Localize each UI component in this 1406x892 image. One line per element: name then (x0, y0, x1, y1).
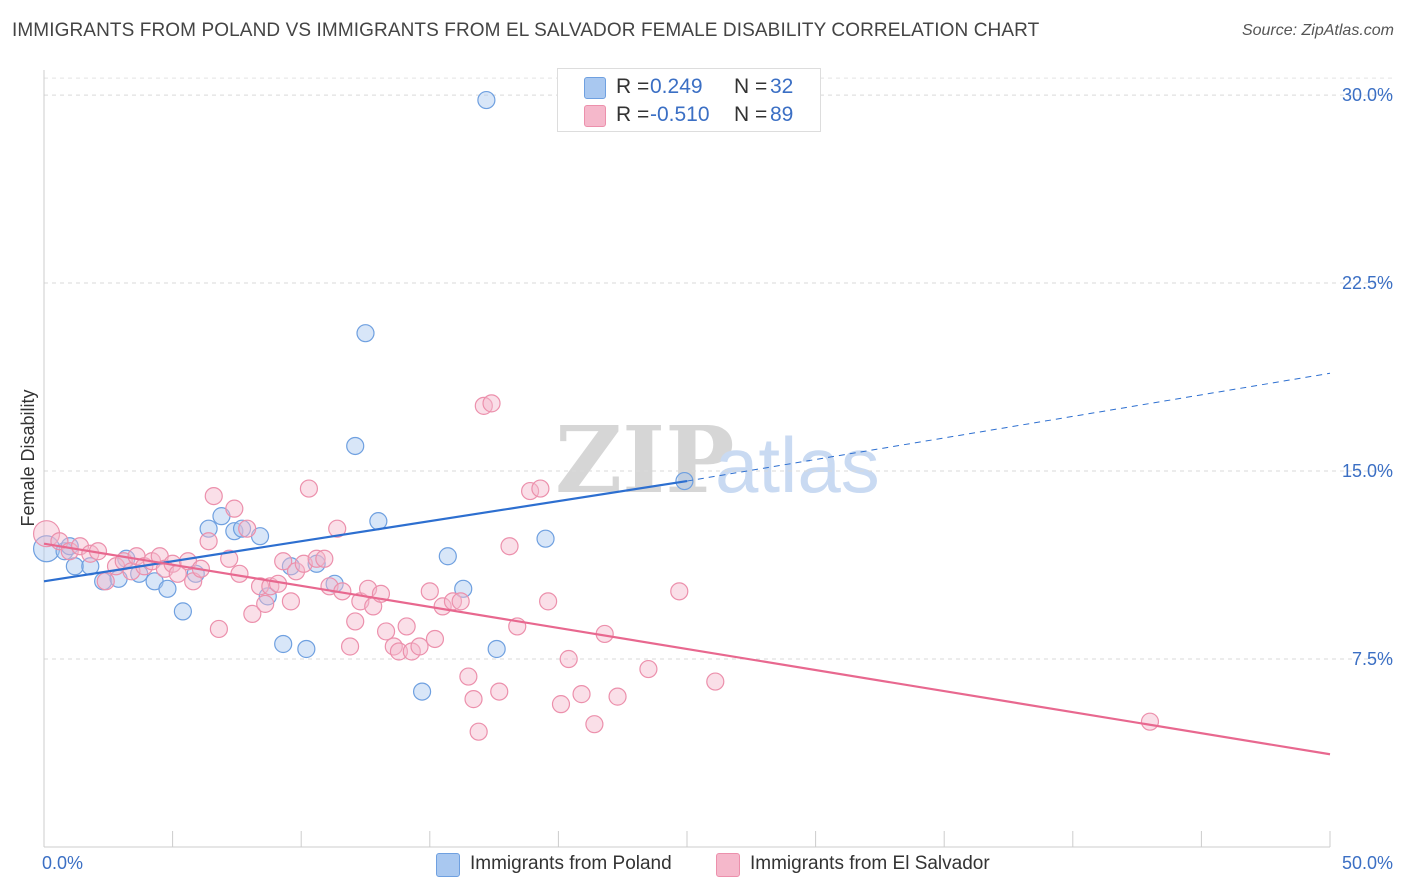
point-el-salvador (307, 549, 326, 568)
y-axis-label: Female Disability (18, 389, 38, 526)
y-tick-label: 15.0% (1342, 461, 1393, 481)
point-el-salvador (420, 582, 439, 601)
point-poland (477, 90, 496, 110)
point-el-salvador (281, 592, 301, 611)
legend-n-label: N = (734, 75, 768, 98)
legend-row-el-salvador: R = -0.510 N = 89 (558, 101, 820, 129)
point-el-salvador (531, 479, 550, 498)
point-el-salvador (1140, 712, 1160, 731)
point-el-salvador (328, 519, 347, 538)
point-poland (438, 547, 457, 566)
point-el-salvador (286, 562, 306, 581)
correlation-legend: R = 0.249 N = 32 R = -0.510 N = 89 (557, 68, 821, 132)
point-el-salvador (340, 637, 360, 656)
point-el-salvador (199, 532, 218, 551)
watermark-atlas: atlas (715, 421, 880, 509)
legend-swatch-el-salvador (584, 105, 606, 127)
legend-r-value: 0.249 (650, 75, 703, 98)
point-el-salvador (559, 649, 578, 669)
point-poland (199, 519, 218, 538)
trend-line-extension-poland (686, 372, 1331, 482)
point-el-salvador (706, 672, 725, 691)
y-tick-label: 7.5% (1352, 649, 1393, 669)
legend-n-value: 89 (770, 103, 794, 126)
point-el-salvador (425, 629, 445, 649)
series-legend-label: Immigrants from El Salvador (750, 853, 990, 874)
legend-swatch-poland (584, 77, 606, 99)
point-el-salvador (315, 549, 334, 568)
point-el-salvador (274, 552, 293, 571)
point-el-salvador (410, 637, 429, 656)
point-poland (346, 436, 365, 456)
point-el-salvador (250, 577, 270, 596)
point-el-salvador (389, 642, 409, 661)
point-el-salvador (204, 486, 223, 506)
chart-title: IMMIGRANTS FROM POLAND VS IMMIGRANTS FRO… (12, 20, 1040, 41)
x-tick-label: 50.0% (1342, 853, 1393, 873)
point-poland (173, 602, 192, 621)
point-poland (65, 557, 84, 576)
point-poland (536, 529, 555, 548)
point-poland (232, 519, 252, 538)
point-poland (412, 682, 432, 701)
point-el-salvador (459, 667, 478, 686)
point-el-salvador (299, 479, 319, 498)
legend-n-value: 32 (770, 75, 794, 98)
x-tick-label: 0.0% (42, 853, 83, 873)
point-el-salvador (96, 572, 115, 591)
point-poland (369, 512, 388, 531)
point-el-salvador (32, 520, 61, 548)
source-label: Source: ZipAtlas.com (1241, 22, 1394, 39)
legend-row-poland: R = 0.249 N = 32 (558, 73, 820, 101)
point-el-salvador (551, 695, 571, 714)
point-el-salvador (585, 715, 604, 734)
point-el-salvador (346, 612, 365, 631)
point-el-salvador (238, 519, 257, 538)
point-poland (32, 535, 61, 563)
series-legend: Immigrants from Poland Immigrants from E… (0, 852, 1406, 878)
point-el-salvador (256, 594, 275, 613)
series-swatch-poland (436, 853, 460, 877)
y-tick-label: 30.0% (1342, 85, 1393, 105)
series-swatch-el-salvador (716, 853, 740, 877)
point-el-salvador (243, 604, 262, 624)
point-el-salvador (608, 687, 627, 706)
point-el-salvador (670, 582, 689, 601)
point-el-salvador (384, 637, 403, 656)
point-poland (487, 639, 506, 659)
point-el-salvador (464, 690, 483, 709)
point-el-salvador (220, 549, 239, 568)
point-poland (297, 639, 316, 659)
legend-r-value: -0.510 (650, 103, 710, 126)
point-el-salvador (539, 592, 558, 611)
point-poland (158, 579, 177, 598)
point-el-salvador (482, 394, 501, 413)
point-el-salvador (451, 592, 470, 611)
point-el-salvador (572, 685, 591, 704)
point-el-salvador (397, 617, 416, 636)
point-el-salvador (376, 622, 396, 641)
point-el-salvador (500, 537, 519, 556)
point-el-salvador (469, 722, 488, 741)
point-poland (274, 634, 293, 654)
series-legend-label: Immigrants from Poland (470, 853, 672, 874)
legend-r-label: R = (616, 103, 650, 126)
trend-line-poland (43, 479, 688, 583)
point-el-salvador (490, 682, 509, 701)
point-poland (356, 324, 375, 343)
point-el-salvador (225, 499, 244, 518)
y-tick-label: 22.5% (1342, 273, 1393, 293)
trend-line-el-salvador (43, 542, 1331, 756)
point-el-salvador (209, 619, 228, 639)
point-el-salvador (639, 659, 658, 679)
legend-n-label: N = (734, 103, 768, 126)
legend-r-label: R = (616, 75, 650, 98)
